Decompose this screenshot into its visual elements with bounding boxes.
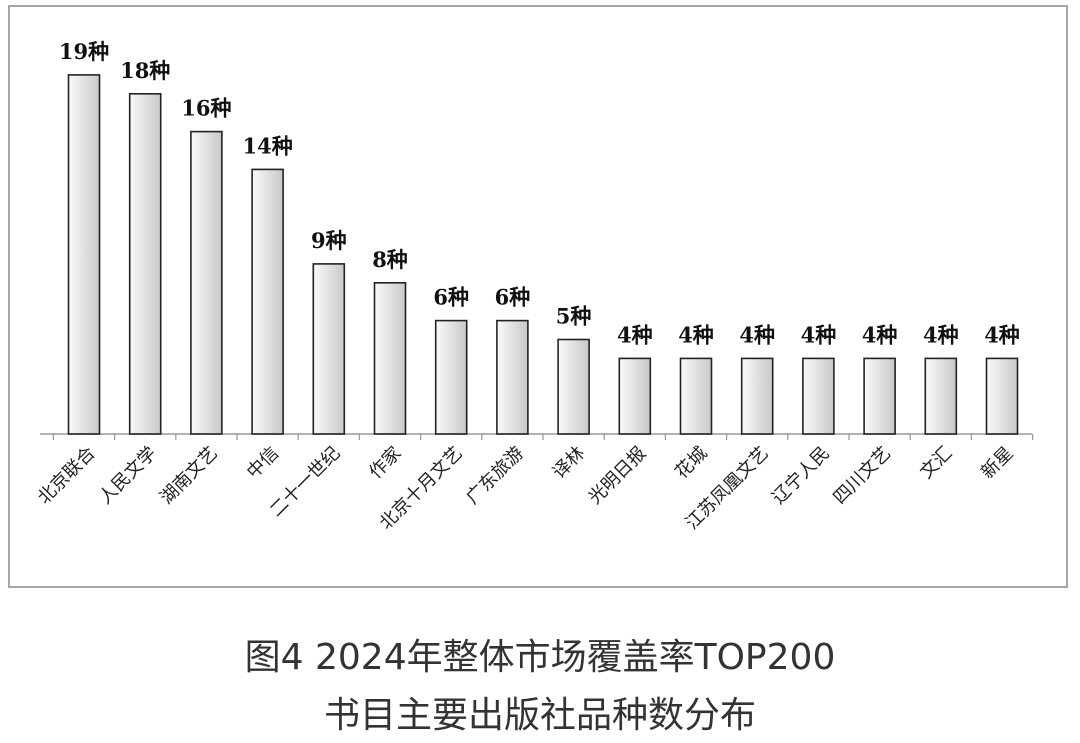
- x-tick-label-6: 作家: [365, 443, 405, 483]
- x-tick-label-8: 广东旅游: [462, 443, 528, 509]
- data-label-3: 16种: [181, 96, 231, 121]
- bar-11: [679, 357, 713, 435]
- bar-7: [434, 319, 468, 435]
- data-label-2: 18种: [120, 58, 170, 83]
- x-tick-label-2: 人民文学: [95, 443, 161, 509]
- x-tick-label-4: 中信: [243, 443, 283, 483]
- bar-13: [802, 357, 835, 435]
- x-tick-label-14: 四川文艺: [829, 443, 895, 509]
- x-tick-label-9: 译林: [549, 443, 589, 483]
- bar-16: [985, 357, 1019, 435]
- data-label-9: 5种: [556, 304, 592, 329]
- bar-4: [251, 168, 284, 435]
- data-label-10: 4种: [617, 322, 653, 347]
- bar-3: [190, 130, 223, 435]
- bar-12: [740, 357, 774, 435]
- data-label-14: 4种: [862, 322, 898, 347]
- data-label-7: 6种: [433, 285, 469, 310]
- bar-9: [557, 338, 590, 435]
- x-tick-label-13: 辽宁人民: [768, 443, 834, 509]
- data-label-15: 4种: [923, 322, 959, 347]
- data-label-8: 6种: [495, 285, 531, 310]
- data-label-16: 4种: [984, 322, 1020, 347]
- bar-15: [924, 357, 958, 435]
- bar-8: [496, 319, 529, 435]
- bar-chart: 19种 18种 16种 14种 9种 8种 6种 6种 5种 4种 4种 4种 4种 4种 4种 4种 北京联…: [34, 39, 1034, 534]
- data-label-11: 4种: [678, 322, 714, 347]
- data-label-13: 4种: [801, 322, 837, 347]
- bar-14: [863, 357, 896, 435]
- data-label-4: 14种: [242, 133, 292, 158]
- figure-caption-line2: 书目主要出版社品种数分布: [323, 695, 756, 736]
- bar-6: [373, 281, 407, 435]
- x-tick-label-11: 花城: [671, 443, 711, 483]
- x-tick-label-16: 新星: [977, 443, 1017, 483]
- data-label-6: 8种: [372, 247, 408, 272]
- data-label-1: 19种: [59, 39, 109, 64]
- bar-10: [618, 357, 652, 435]
- bar-1: [67, 74, 101, 435]
- chart-frame: [8, 5, 1068, 588]
- x-tick-label-3: 湖南文艺: [156, 443, 222, 509]
- data-label-5: 9种: [311, 228, 347, 253]
- x-tick-label-1: 北京联合: [34, 443, 100, 509]
- figure-caption-line1: 图4 2024年整体市场覆盖率TOP200: [244, 637, 836, 678]
- data-label-12: 4种: [739, 322, 775, 347]
- bar-2: [128, 93, 162, 435]
- x-tick-label-15: 文汇: [916, 443, 956, 483]
- x-tick-label-10: 光明日报: [585, 443, 651, 509]
- bar-5: [312, 263, 346, 435]
